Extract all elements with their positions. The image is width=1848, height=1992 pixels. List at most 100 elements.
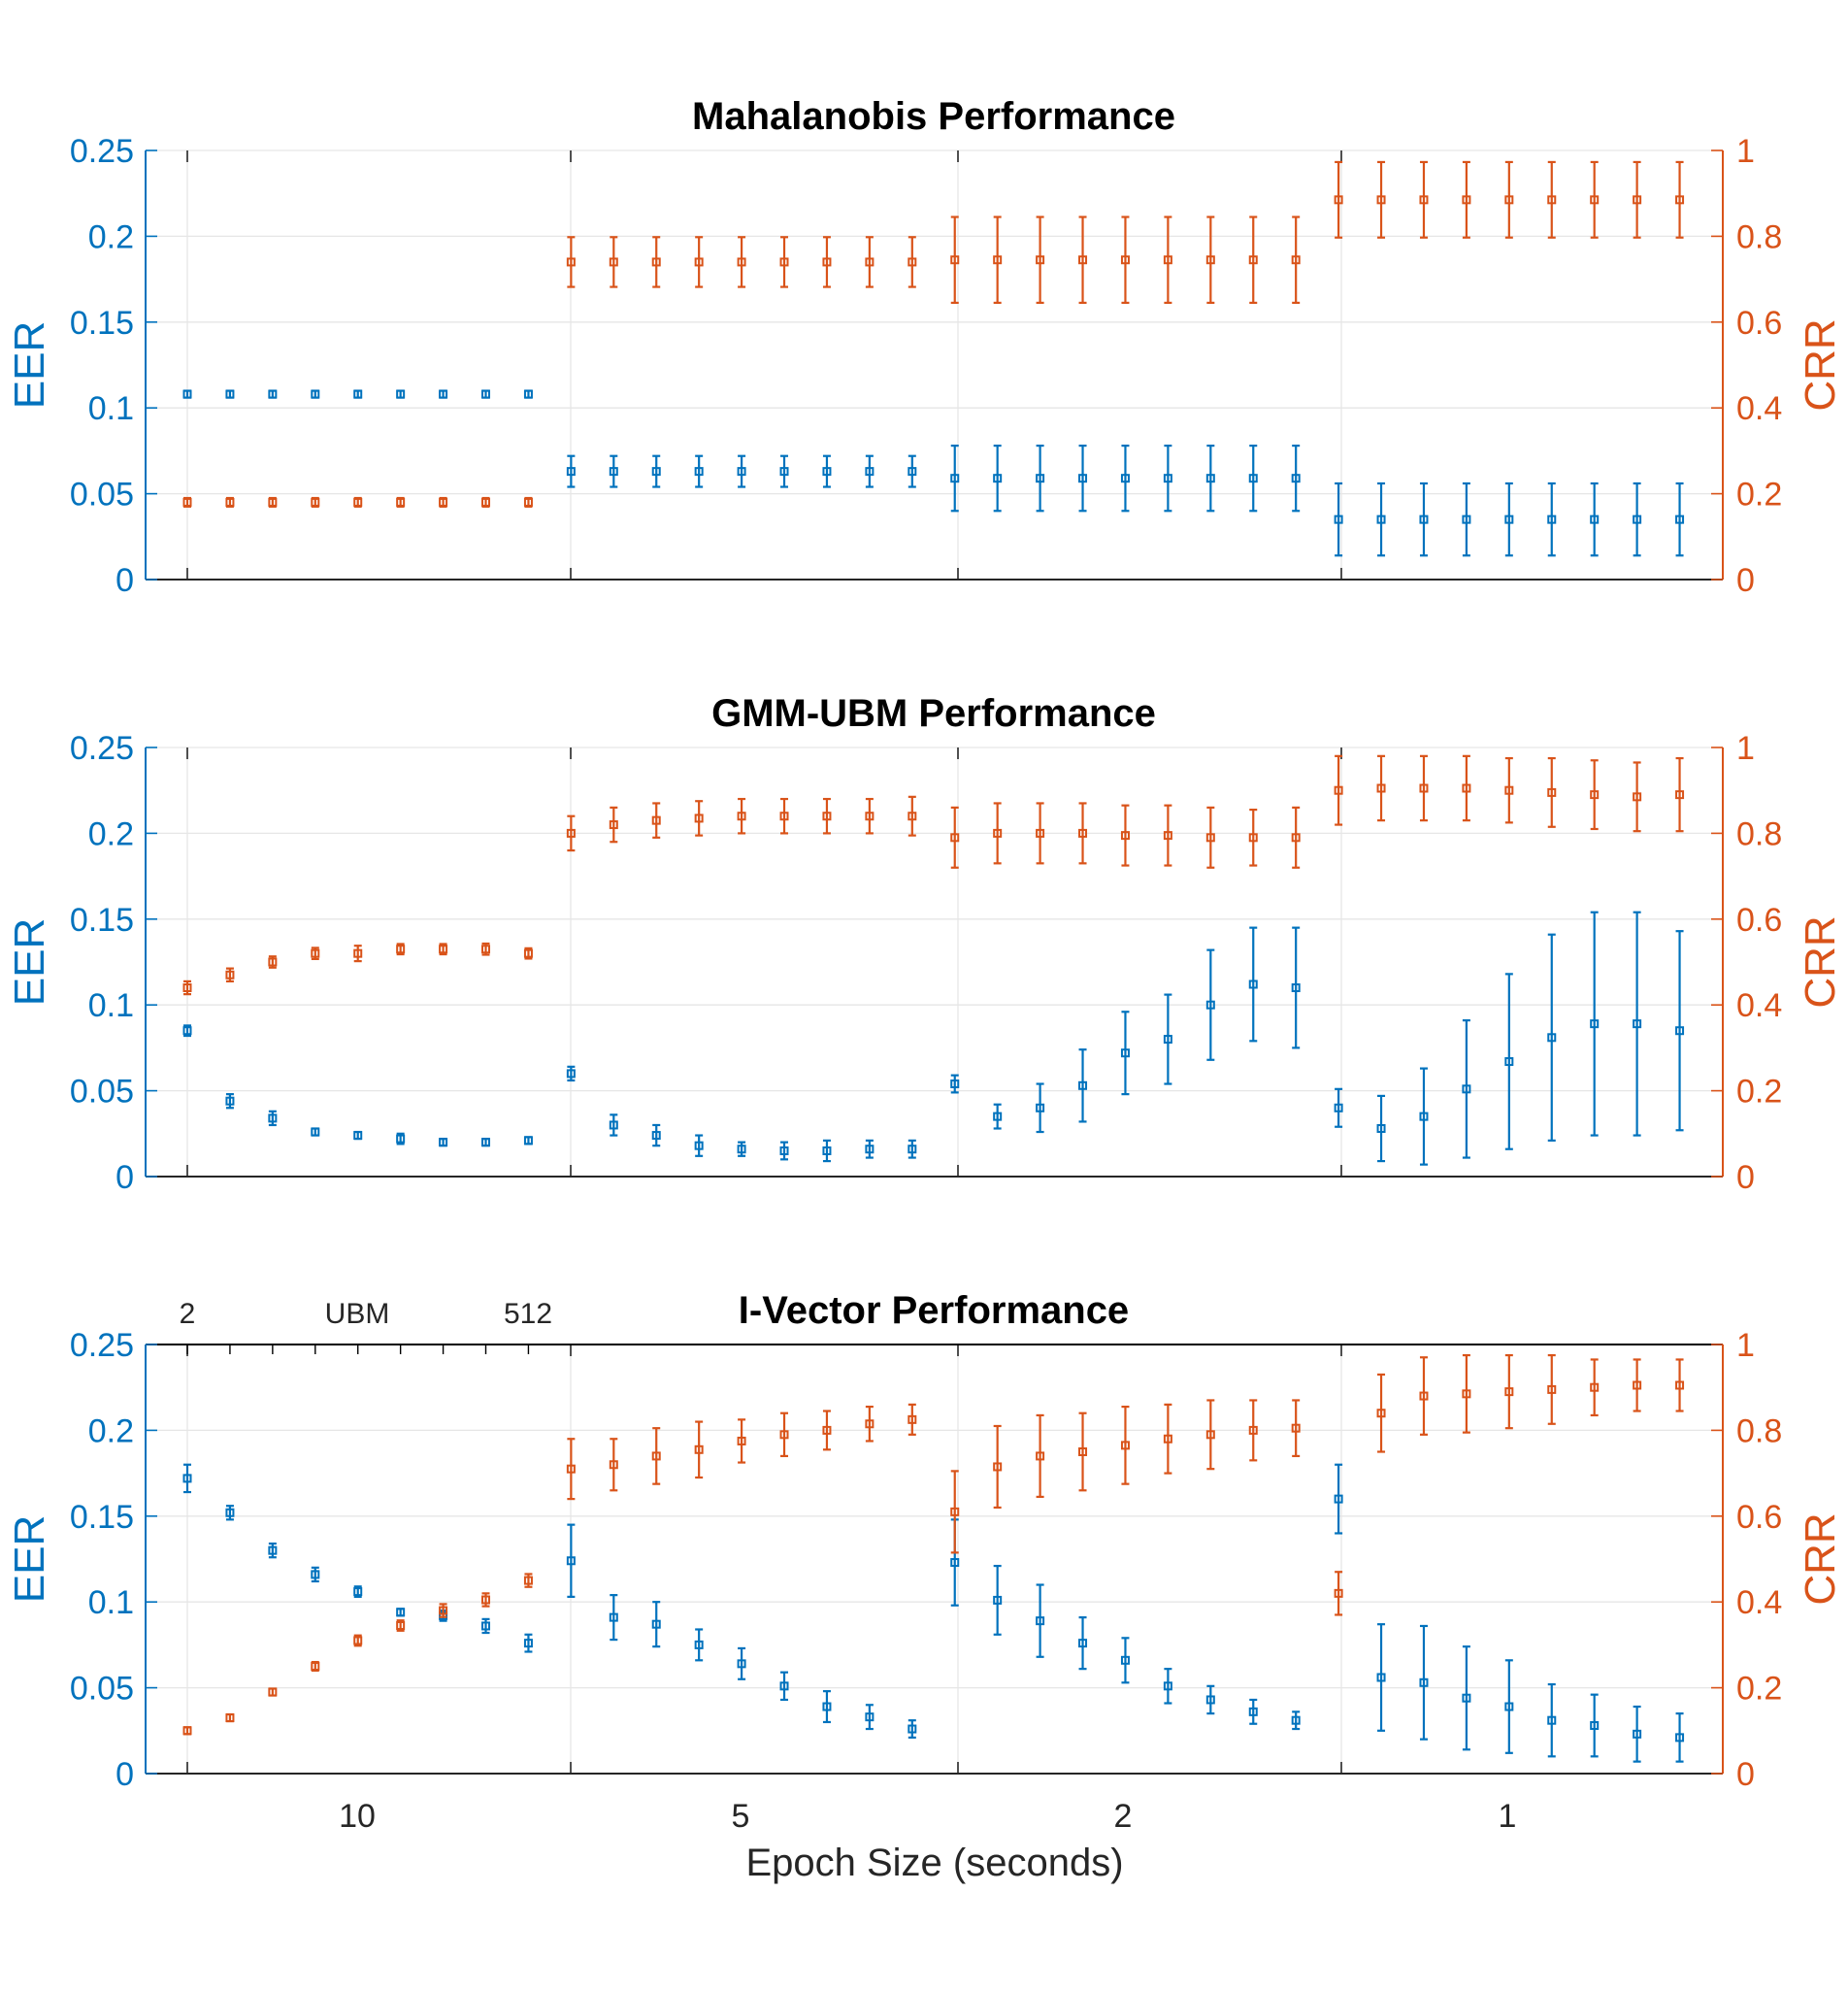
data-point bbox=[1036, 1103, 1045, 1112]
left-tick-label: 0.1 bbox=[88, 390, 134, 427]
data-point bbox=[1078, 1080, 1088, 1090]
data-point bbox=[694, 1640, 704, 1649]
panel-mahalanobis: Mahalanobis Performance 0 0.05 0.1 0.15 0.2 0.… bbox=[6, 95, 1844, 599]
data-point bbox=[225, 970, 235, 979]
left-tick-label: 0.1 bbox=[88, 987, 134, 1024]
data-point bbox=[225, 1508, 235, 1517]
data-point bbox=[1590, 195, 1600, 205]
y-axis-label-right: CRR bbox=[1797, 915, 1844, 1008]
data-point bbox=[822, 1425, 832, 1435]
x-axis-label: Epoch Size (seconds) bbox=[745, 1842, 1123, 1884]
data-point bbox=[396, 389, 406, 399]
data-point bbox=[1547, 195, 1557, 205]
data-point bbox=[1590, 790, 1600, 800]
right-tick-label: 0.6 bbox=[1736, 902, 1782, 939]
data-point bbox=[1078, 828, 1088, 838]
data-point bbox=[651, 1131, 661, 1141]
ubm-axis-label: 2 bbox=[180, 1298, 196, 1330]
data-point bbox=[1419, 1391, 1429, 1401]
y-axis-label-left: EER bbox=[6, 918, 53, 1006]
data-point bbox=[523, 389, 533, 399]
data-point bbox=[1291, 1715, 1301, 1725]
data-point bbox=[865, 1712, 874, 1722]
data-point bbox=[311, 1570, 320, 1579]
data-point bbox=[1291, 833, 1301, 843]
data-point bbox=[396, 1608, 406, 1617]
data-point bbox=[396, 497, 406, 507]
left-tick-label: 0.25 bbox=[70, 133, 134, 170]
left-tick-label: 0 bbox=[116, 1159, 134, 1196]
data-point bbox=[908, 467, 917, 477]
data-point bbox=[1163, 474, 1172, 483]
left-tick-label: 0 bbox=[116, 562, 134, 599]
data-point bbox=[225, 1096, 235, 1106]
data-point bbox=[1205, 833, 1215, 843]
plot-area bbox=[146, 1345, 1723, 1774]
data-point bbox=[523, 1639, 533, 1648]
data-point bbox=[1590, 1382, 1600, 1392]
data-point bbox=[1633, 1729, 1642, 1739]
data-point bbox=[1376, 1123, 1386, 1133]
data-point bbox=[1462, 1084, 1471, 1094]
data-point bbox=[566, 828, 576, 838]
data-point bbox=[481, 1595, 491, 1605]
data-point bbox=[651, 257, 661, 267]
data-point bbox=[1163, 1681, 1172, 1691]
data-point bbox=[1633, 1380, 1642, 1390]
data-point bbox=[268, 497, 278, 507]
data-point bbox=[865, 467, 874, 477]
data-point bbox=[1504, 1057, 1514, 1067]
data-point bbox=[1419, 1112, 1429, 1121]
data-point bbox=[1036, 474, 1045, 483]
data-point bbox=[1334, 195, 1343, 205]
data-point bbox=[353, 1131, 363, 1141]
data-point bbox=[1633, 195, 1642, 205]
data-point bbox=[566, 1556, 576, 1566]
data-point bbox=[1163, 1434, 1172, 1444]
data-point bbox=[908, 812, 917, 821]
data-point bbox=[1504, 515, 1514, 524]
data-point bbox=[439, 389, 448, 399]
data-point bbox=[1205, 255, 1215, 265]
data-point bbox=[1504, 785, 1514, 795]
data-point bbox=[182, 1026, 192, 1036]
data-point bbox=[779, 812, 789, 821]
data-point bbox=[182, 497, 192, 507]
data-point bbox=[1590, 515, 1600, 524]
data-point bbox=[268, 1545, 278, 1555]
data-point bbox=[268, 957, 278, 967]
data-point bbox=[225, 389, 235, 399]
data-point bbox=[1504, 1702, 1514, 1711]
data-point bbox=[1462, 783, 1471, 793]
data-point bbox=[481, 945, 491, 954]
data-point bbox=[737, 812, 746, 821]
x-tick-label: 1 bbox=[1499, 1798, 1517, 1835]
data-point bbox=[865, 1145, 874, 1154]
right-tick-label: 0.8 bbox=[1736, 218, 1782, 255]
data-point bbox=[694, 257, 704, 267]
data-point bbox=[481, 497, 491, 507]
data-point bbox=[396, 1621, 406, 1631]
chart-title: Mahalanobis Performance bbox=[692, 95, 1175, 138]
data-point bbox=[908, 1724, 917, 1734]
data-point bbox=[1120, 1441, 1130, 1450]
data-point bbox=[779, 467, 789, 477]
data-point bbox=[1291, 474, 1301, 483]
left-tick-label: 0.25 bbox=[70, 1327, 134, 1364]
data-point bbox=[609, 820, 618, 830]
data-point bbox=[651, 1451, 661, 1461]
right-tick-label: 1 bbox=[1736, 1327, 1755, 1364]
data-point bbox=[1547, 1033, 1557, 1043]
data-point bbox=[779, 1430, 789, 1440]
data-point bbox=[737, 1659, 746, 1669]
data-point bbox=[737, 1436, 746, 1445]
data-point bbox=[651, 1619, 661, 1629]
data-point bbox=[779, 1145, 789, 1155]
data-point bbox=[1675, 1026, 1685, 1036]
ubm-axis-label: 512 bbox=[504, 1298, 552, 1330]
data-point bbox=[182, 389, 192, 399]
data-point bbox=[1419, 515, 1429, 524]
data-point bbox=[1205, 1000, 1215, 1010]
y-axis-label-right: CRR bbox=[1797, 318, 1844, 411]
